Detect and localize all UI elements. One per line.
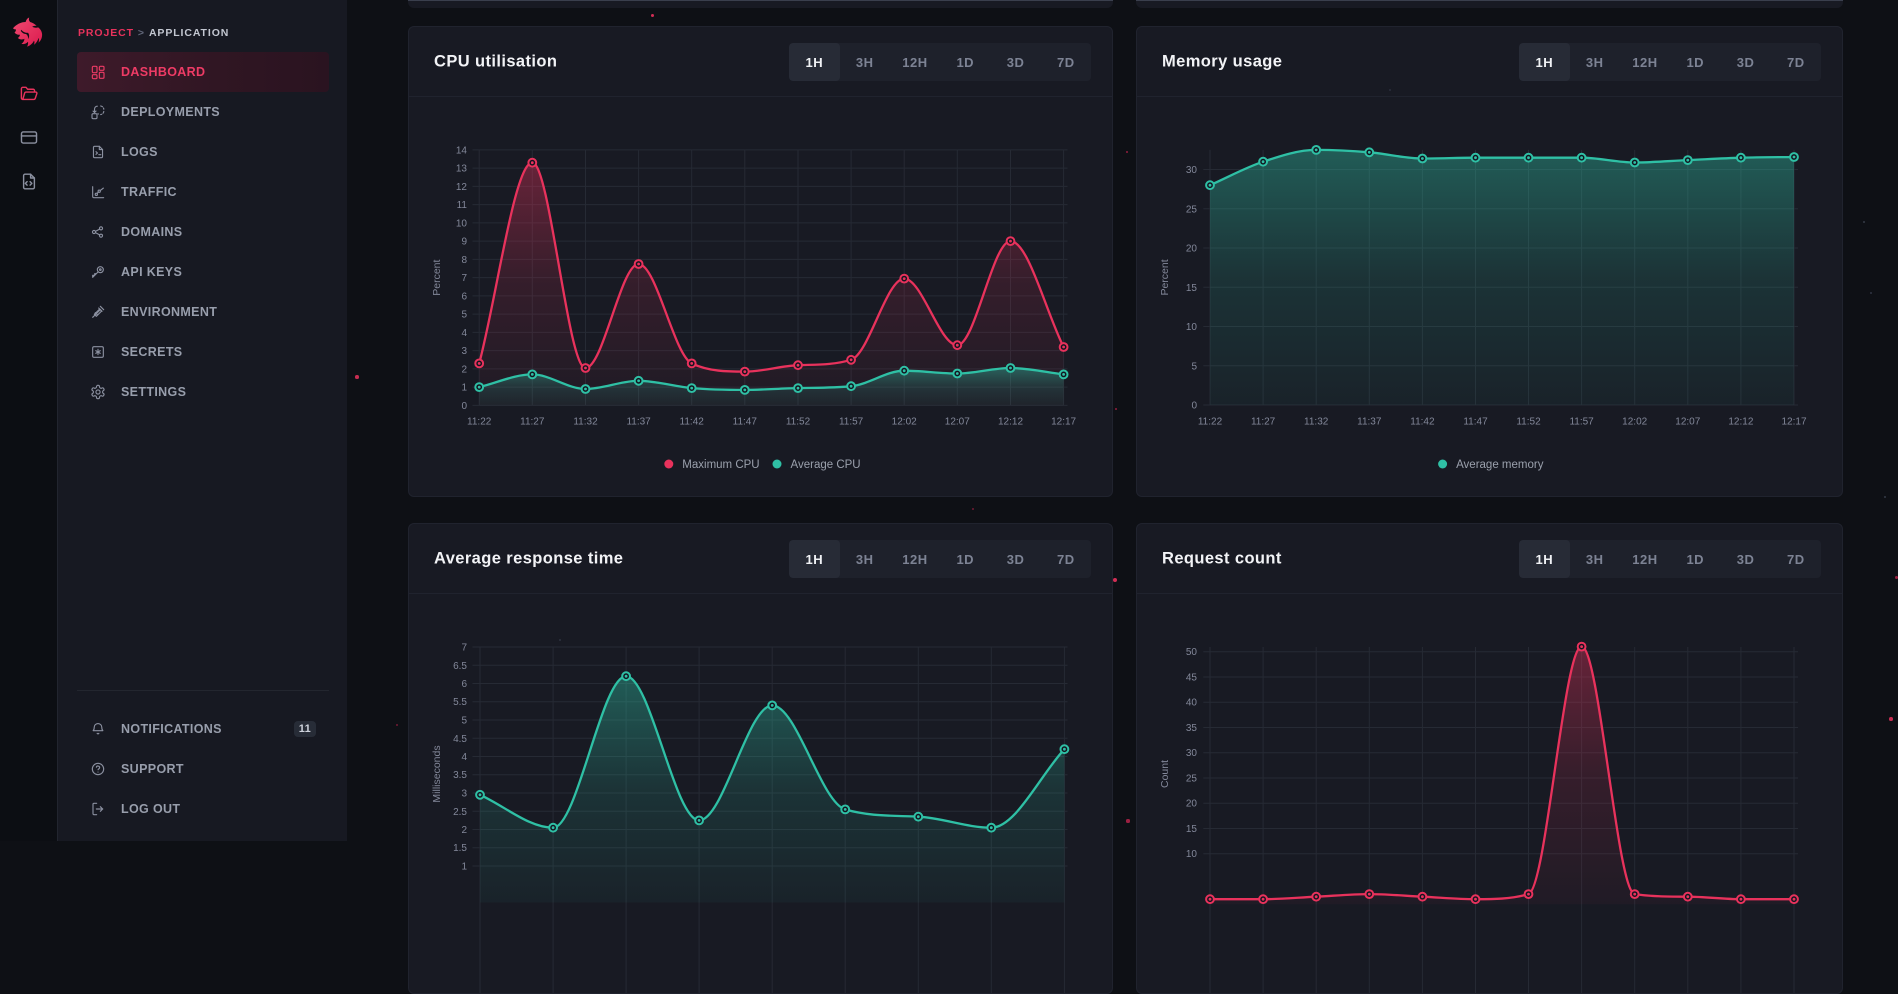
svg-text:12: 12 [456, 182, 468, 193]
svg-text:Count: Count [1159, 760, 1171, 788]
svg-text:12:02: 12:02 [892, 417, 917, 428]
svg-text:25: 25 [1186, 204, 1198, 215]
svg-text:30: 30 [1186, 748, 1198, 759]
svg-text:11:32: 11:32 [573, 417, 598, 428]
svg-text:13: 13 [456, 164, 468, 175]
svg-text:11:22: 11:22 [467, 417, 492, 428]
svg-text:11:57: 11:57 [839, 417, 864, 428]
svg-text:6: 6 [461, 291, 467, 302]
svg-text:2: 2 [461, 825, 467, 836]
svg-text:11:27: 11:27 [1251, 417, 1276, 428]
svg-text:25: 25 [1186, 774, 1198, 785]
svg-text:4.5: 4.5 [453, 734, 467, 745]
svg-text:Percent: Percent [431, 259, 443, 295]
svg-text:35: 35 [1186, 723, 1198, 734]
svg-text:4: 4 [461, 328, 467, 339]
svg-text:0: 0 [1191, 401, 1197, 412]
svg-text:10: 10 [456, 218, 468, 229]
svg-text:2: 2 [461, 364, 467, 375]
svg-text:10: 10 [1186, 849, 1198, 860]
svg-text:11:42: 11:42 [1410, 417, 1435, 428]
svg-text:Milliseconds: Milliseconds [431, 745, 443, 802]
svg-text:Maximum CPU: Maximum CPU [682, 459, 759, 471]
svg-text:11:42: 11:42 [680, 417, 705, 428]
svg-text:11:27: 11:27 [520, 417, 545, 428]
svg-text:50: 50 [1186, 647, 1198, 658]
svg-text:11:47: 11:47 [733, 417, 758, 428]
svg-text:15: 15 [1186, 824, 1198, 835]
svg-text:14: 14 [456, 145, 468, 156]
svg-text:11:52: 11:52 [786, 417, 811, 428]
svg-text:10: 10 [1186, 322, 1198, 333]
svg-text:12:02: 12:02 [1622, 417, 1647, 428]
svg-text:11:37: 11:37 [1357, 417, 1382, 428]
svg-text:11:22: 11:22 [1198, 417, 1223, 428]
svg-text:2.5: 2.5 [453, 807, 467, 818]
svg-text:1: 1 [461, 383, 467, 394]
svg-text:7: 7 [461, 643, 467, 654]
svg-text:12:17: 12:17 [1781, 417, 1806, 428]
svg-text:12:07: 12:07 [945, 417, 970, 428]
svg-text:20: 20 [1186, 799, 1198, 810]
svg-text:30: 30 [1186, 165, 1198, 176]
svg-text:Percent: Percent [1159, 259, 1171, 295]
svg-text:3.5: 3.5 [453, 770, 467, 781]
svg-text:1.5: 1.5 [453, 843, 467, 854]
svg-text:5: 5 [1191, 361, 1197, 372]
svg-text:12:07: 12:07 [1675, 417, 1700, 428]
svg-text:Average memory: Average memory [1456, 459, 1544, 471]
svg-text:5.5: 5.5 [453, 697, 467, 708]
svg-text:15: 15 [1186, 283, 1198, 294]
svg-text:12:12: 12:12 [1728, 417, 1753, 428]
svg-text:3: 3 [461, 789, 467, 800]
svg-text:11:52: 11:52 [1516, 417, 1541, 428]
svg-text:4: 4 [461, 752, 467, 763]
svg-text:40: 40 [1186, 698, 1198, 709]
svg-text:3: 3 [461, 346, 467, 357]
svg-text:11: 11 [457, 200, 468, 211]
svg-text:45: 45 [1186, 673, 1198, 684]
svg-text:8: 8 [461, 255, 467, 266]
svg-text:11:32: 11:32 [1304, 417, 1329, 428]
svg-text:6: 6 [461, 679, 467, 690]
svg-text:0: 0 [461, 401, 467, 412]
svg-text:5: 5 [461, 716, 467, 727]
svg-text:1: 1 [461, 862, 467, 873]
svg-text:Average CPU: Average CPU [791, 459, 861, 471]
svg-text:9: 9 [461, 237, 467, 248]
svg-text:11:47: 11:47 [1463, 417, 1488, 428]
svg-text:20: 20 [1186, 244, 1198, 255]
svg-text:11:37: 11:37 [626, 417, 651, 428]
svg-text:7: 7 [461, 273, 467, 284]
svg-text:11:57: 11:57 [1569, 417, 1594, 428]
svg-text:12:17: 12:17 [1051, 417, 1076, 428]
svg-text:6.5: 6.5 [453, 661, 467, 672]
svg-text:5: 5 [461, 310, 467, 321]
svg-text:12:12: 12:12 [998, 417, 1023, 428]
